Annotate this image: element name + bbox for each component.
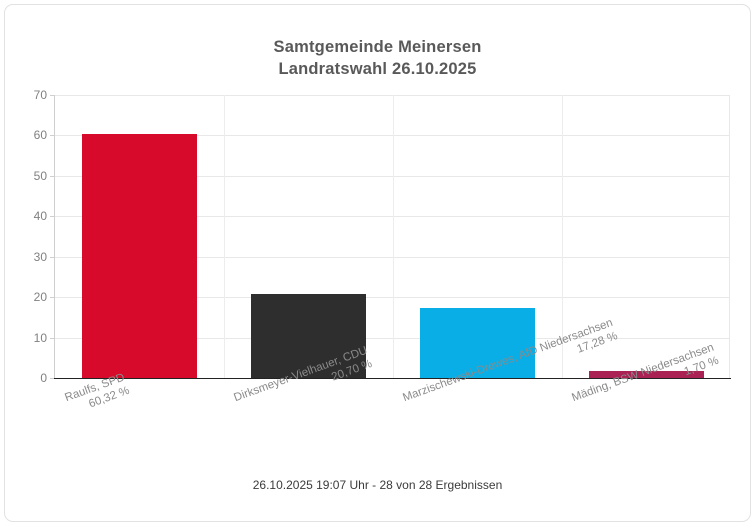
gridline [55,256,729,258]
bar-1[interactable] [82,134,197,378]
gridline [55,337,729,339]
gridline [55,175,729,177]
gridline [55,216,729,218]
page-title: Samtgemeinde Meinersen Landratswahl 26.1… [0,36,755,80]
y-tick-mark [50,135,55,137]
x-axis-labels: Raulfs, SPD 60,32 % Dirksmeyer-Vielhauer, … [0,317,755,468]
gridline [55,135,729,137]
y-tick-mark [50,95,55,96]
plot-area: 0 10 20 30 40 50 60 70 [34,88,730,385]
category-separator [562,95,563,378]
bar-4[interactable] [589,371,704,378]
y-tick-label: 30 [33,249,47,264]
y-tick-mark [50,216,55,218]
y-tick-label: 50 [33,168,47,183]
x-axis-label-1: Raulfs, SPD 60,32 % [63,371,131,419]
y-tick-mark [50,378,55,379]
y-tick-label: 70 [33,88,47,102]
bar-2[interactable] [251,294,366,378]
gridline [55,95,729,96]
category-separator [224,95,225,378]
y-tick-mark [50,175,55,177]
gridline [55,297,729,299]
x-axis-line [54,378,731,379]
title-line-2: Landratswahl 26.10.2025 [278,60,477,78]
y-tick-label: 10 [33,330,47,345]
y-tick-label: 20 [33,290,47,305]
y-tick-mark [50,337,55,339]
y-tick-label: 0 [40,371,47,385]
y-tick-mark [50,297,55,299]
title-line-1: Samtgemeinde Meinersen [273,38,482,56]
bar-3[interactable] [420,308,535,378]
footer-status: 26.10.2025 19:07 Uhr - 28 von 28 Ergebni… [252,478,503,492]
y-tick-mark [50,256,55,258]
y-tick-label: 40 [33,209,47,224]
y-tick-label: 60 [33,128,47,143]
category-separator [393,95,394,378]
